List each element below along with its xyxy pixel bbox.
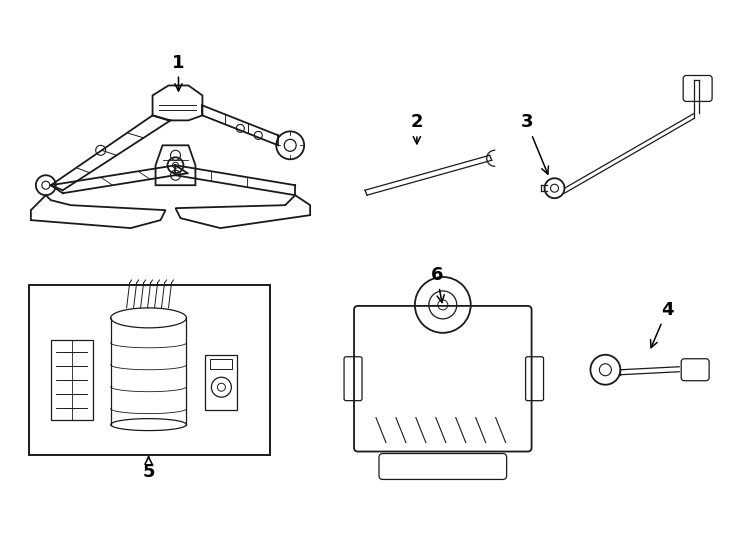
Bar bbox=[206, 355, 237, 410]
Bar bbox=[211, 359, 233, 369]
Bar bbox=[29, 285, 270, 455]
Text: 1: 1 bbox=[172, 53, 185, 91]
Bar bbox=[51, 340, 92, 420]
Text: 4: 4 bbox=[650, 301, 674, 348]
Text: 5: 5 bbox=[142, 457, 155, 482]
Text: 6: 6 bbox=[431, 266, 444, 302]
Text: 3: 3 bbox=[520, 113, 548, 174]
Text: 2: 2 bbox=[410, 113, 423, 144]
